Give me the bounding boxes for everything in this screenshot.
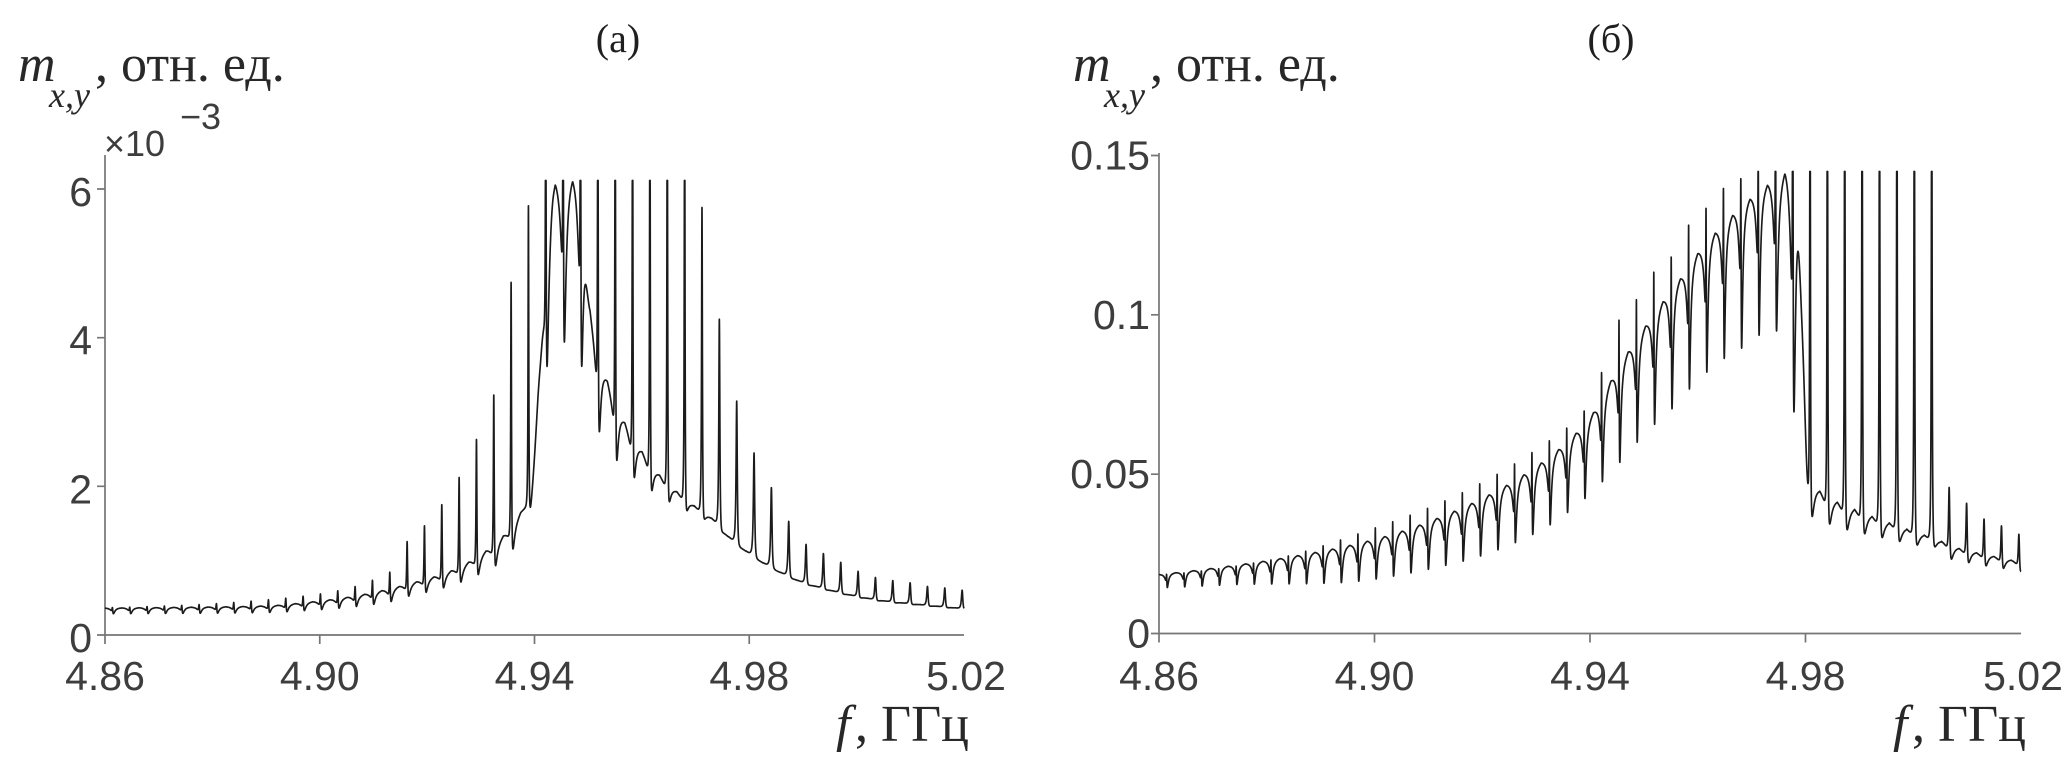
svg-text:0.05: 0.05 — [1070, 451, 1150, 497]
svg-text:4.98: 4.98 — [1766, 653, 1846, 699]
svg-text:5.02: 5.02 — [926, 653, 1006, 699]
svg-text:0: 0 — [69, 615, 92, 661]
svg-text:x,y: x,y — [1103, 75, 1145, 115]
svg-text:4.86: 4.86 — [1119, 653, 1199, 699]
svg-text:−3: −3 — [180, 96, 221, 137]
svg-text:m: m — [18, 36, 56, 93]
svg-text:4.86: 4.86 — [65, 653, 145, 699]
svg-text:0.1: 0.1 — [1093, 292, 1150, 338]
svg-text:x,y: x,y — [48, 75, 90, 115]
svg-text:m: m — [1073, 36, 1111, 93]
svg-text:5.02: 5.02 — [1983, 653, 2063, 699]
svg-text:4: 4 — [69, 318, 92, 364]
svg-text:(б): (б) — [1588, 16, 1635, 61]
svg-text:, ГГц: , ГГц — [855, 696, 969, 753]
svg-text:, отн. ед.: , отн. ед. — [1150, 36, 1340, 93]
svg-text:f: f — [836, 696, 857, 753]
svg-text:×10: ×10 — [104, 123, 165, 164]
svg-text:, отн. ед.: , отн. ед. — [95, 36, 285, 93]
svg-text:4.98: 4.98 — [709, 653, 789, 699]
svg-text:6: 6 — [69, 169, 92, 215]
svg-text:f: f — [1893, 696, 1914, 753]
svg-text:4.90: 4.90 — [280, 653, 360, 699]
svg-text:, ГГц: , ГГц — [1912, 696, 2026, 753]
svg-text:0.15: 0.15 — [1070, 133, 1150, 179]
svg-text:2: 2 — [69, 466, 92, 512]
svg-text:(a): (a) — [596, 16, 640, 61]
svg-text:4.90: 4.90 — [1335, 653, 1415, 699]
svg-text:0: 0 — [1127, 611, 1150, 657]
svg-text:4.94: 4.94 — [1550, 653, 1630, 699]
svg-text:4.94: 4.94 — [495, 653, 575, 699]
